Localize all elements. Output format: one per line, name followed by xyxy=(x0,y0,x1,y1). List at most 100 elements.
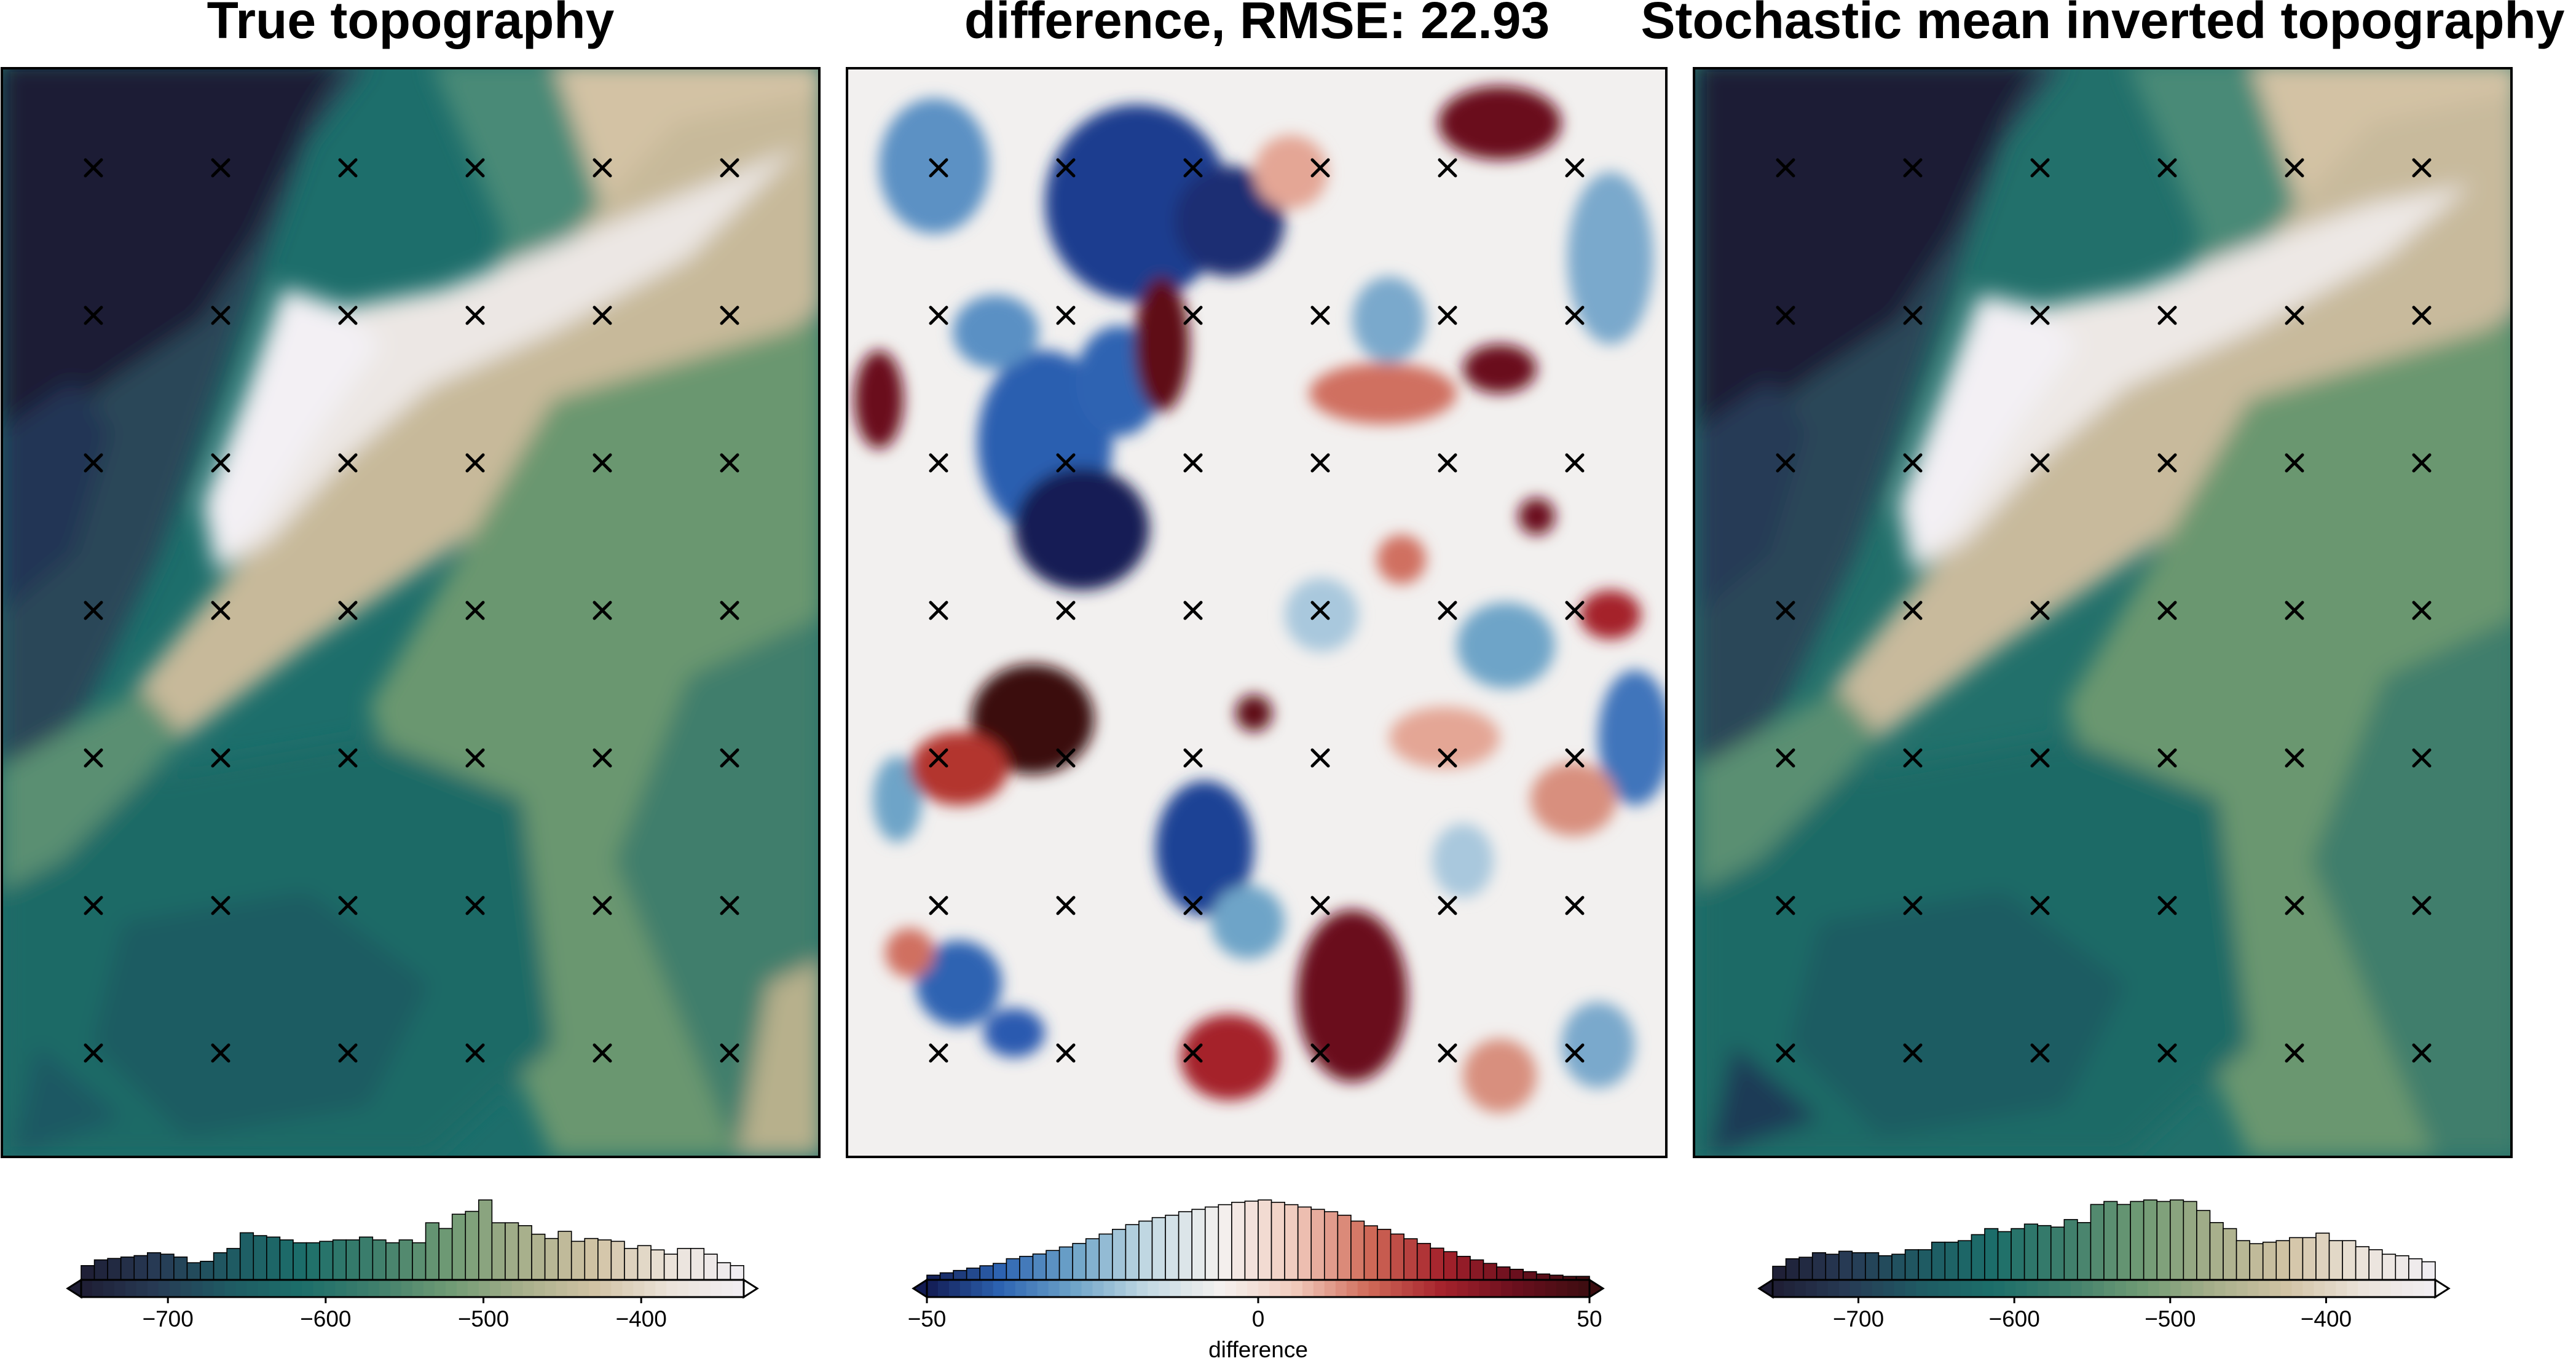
histogram-bar xyxy=(1244,1201,1259,1280)
colorbar-segment xyxy=(1849,1280,1862,1297)
grid-marker xyxy=(1056,158,1076,178)
colorbar-segment xyxy=(2082,1280,2093,1297)
colorbar-segment xyxy=(1916,1280,1928,1297)
true-topography-map xyxy=(2,68,819,1157)
grid-marker xyxy=(465,896,485,915)
grid-marker xyxy=(593,748,612,768)
histogram-bar xyxy=(1971,1234,1985,1280)
grid-marker xyxy=(593,306,612,325)
colorbar-segment xyxy=(2203,1280,2215,1297)
histogram-bar xyxy=(2103,1201,2118,1280)
colorbar-segment xyxy=(1838,1280,1851,1297)
histogram-bar xyxy=(1931,1241,1946,1280)
grid-marker xyxy=(1183,1043,1203,1063)
histogram-bar xyxy=(1416,1242,1432,1280)
colorbar-segment xyxy=(1192,1280,1203,1297)
histogram-bar xyxy=(1258,1199,1272,1280)
histogram-bar xyxy=(1878,1255,1893,1280)
marker-grid-difference xyxy=(929,158,1585,1063)
grid-marker xyxy=(2285,453,2304,473)
grid-marker xyxy=(929,896,948,915)
grid-marker xyxy=(1903,1043,1923,1063)
colorbar-segment xyxy=(937,1280,950,1297)
colorbar-segment xyxy=(1103,1280,1116,1297)
histogram-bar xyxy=(1891,1253,1906,1280)
colorbar-segment xyxy=(2314,1280,2325,1297)
colorbar-segment xyxy=(1125,1280,1137,1297)
histogram-bar xyxy=(1403,1238,1418,1280)
grid-marker xyxy=(1565,306,1585,325)
colorbar-segment xyxy=(2280,1280,2293,1297)
panel-title-difference: difference, RMSE: 22.93 xyxy=(964,0,1550,49)
histogram-bar xyxy=(1430,1247,1444,1280)
grid-marker xyxy=(593,453,612,473)
colorbar-segment xyxy=(733,1280,744,1297)
map-frame-true xyxy=(1,67,821,1158)
colorbar-segment xyxy=(993,1280,1005,1297)
grid-marker xyxy=(1183,748,1203,768)
grid-marker xyxy=(1183,306,1203,325)
grid-marker xyxy=(929,1043,948,1063)
grid-marker xyxy=(338,1043,358,1063)
colorbar-segment xyxy=(158,1280,170,1297)
colorbar-segment xyxy=(412,1280,424,1297)
colorbar-segment xyxy=(1512,1280,1524,1297)
grid-marker xyxy=(720,896,739,915)
grid-marker xyxy=(929,748,948,768)
grid-marker xyxy=(211,1043,230,1063)
colorbar-segment xyxy=(699,1280,711,1297)
colorbar-segment xyxy=(2060,1280,2071,1297)
grid-marker xyxy=(1438,896,1457,915)
colorbar-segment xyxy=(948,1280,961,1297)
grid-marker xyxy=(2157,601,2177,620)
map-frame-inverted xyxy=(1693,67,2513,1158)
colorbar-segment xyxy=(1225,1280,1237,1297)
colorbar-segment xyxy=(390,1280,402,1297)
colorbar-segment xyxy=(379,1280,391,1297)
colorbar-tick-label: −600 xyxy=(1988,1306,2039,1332)
histogram-bar xyxy=(1138,1220,1153,1280)
colorbar-segment xyxy=(1412,1280,1425,1297)
histogram-bar xyxy=(1363,1225,1378,1280)
colorbar-segment xyxy=(169,1280,181,1297)
colorbar-segment xyxy=(1424,1280,1436,1297)
colorbar-segment xyxy=(1291,1280,1303,1297)
histogram-bar xyxy=(1997,1231,2012,1280)
grid-marker xyxy=(1056,896,1076,915)
grid-marker xyxy=(1056,453,1076,473)
colorbar-segment xyxy=(2125,1280,2138,1297)
colorbar-segment xyxy=(1872,1280,1884,1297)
histogram-bar xyxy=(690,1248,705,1280)
histogram-bar xyxy=(2381,1253,2397,1280)
colorbar-segment xyxy=(522,1280,535,1297)
grid-marker xyxy=(2285,1043,2304,1063)
colorbar-segment xyxy=(2336,1280,2347,1297)
grid-marker xyxy=(1183,453,1203,473)
histogram-bar xyxy=(730,1264,744,1280)
colorbar-segment xyxy=(2159,1280,2171,1297)
grid-marker xyxy=(2412,896,2432,915)
colorbar-segment xyxy=(2093,1280,2105,1297)
histogram-bar xyxy=(1310,1209,1325,1280)
colorbar-segment xyxy=(655,1280,667,1297)
colorbar-axis-label: difference xyxy=(1208,1337,1308,1362)
histogram-bar xyxy=(398,1239,413,1280)
histogram-bar xyxy=(438,1228,453,1280)
colorbar-segment xyxy=(1114,1280,1126,1297)
colorbar-segment xyxy=(92,1280,104,1297)
grid-marker xyxy=(1438,1043,1457,1063)
grid-marker xyxy=(1438,601,1457,620)
colorbar-extend-left xyxy=(1757,1278,1774,1299)
colorbar-segment xyxy=(1435,1280,1447,1297)
histogram-bar xyxy=(1032,1253,1047,1280)
colorbar-segment xyxy=(1214,1280,1226,1297)
colorbar-segment xyxy=(1578,1280,1590,1297)
histogram-bar xyxy=(531,1233,546,1280)
grid-marker xyxy=(1903,158,1923,178)
colorbar-segment xyxy=(125,1280,137,1297)
histogram-bar xyxy=(1838,1250,1853,1280)
grid-marker xyxy=(84,1043,103,1063)
grid-marker xyxy=(211,453,230,473)
colorbar-segment xyxy=(1346,1280,1358,1297)
colorbar-segment xyxy=(136,1280,148,1297)
